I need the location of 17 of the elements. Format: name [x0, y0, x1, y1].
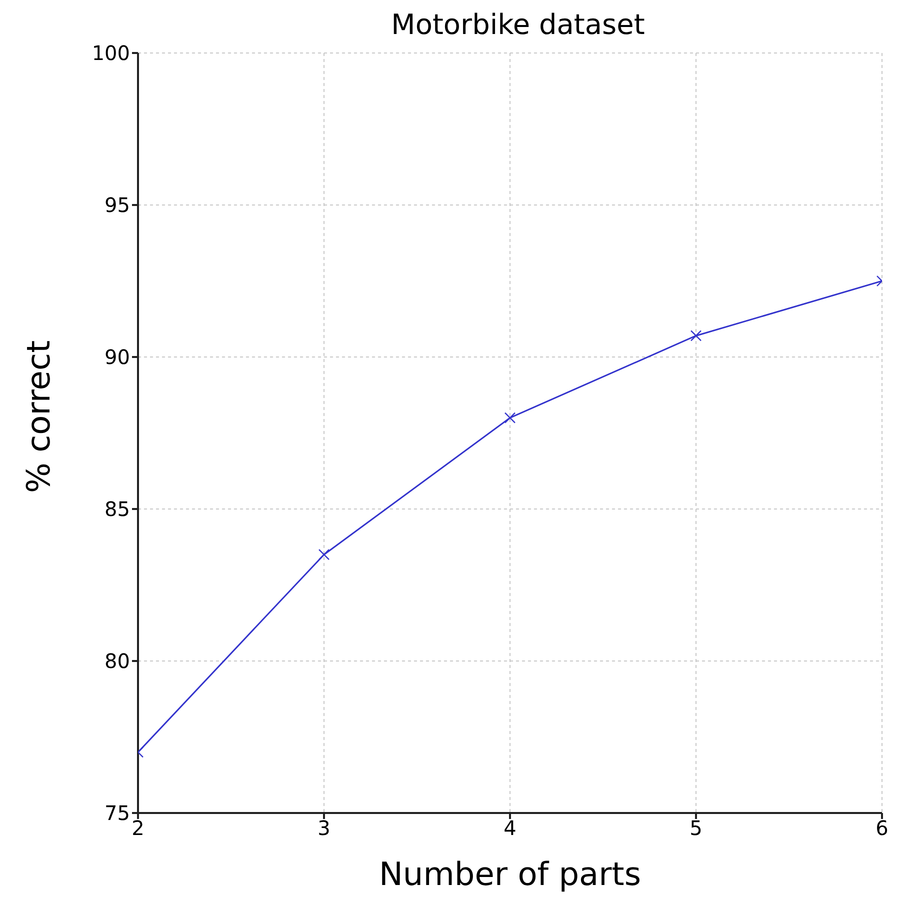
x-tick-label: 3: [318, 816, 330, 840]
point: [690, 330, 702, 342]
y-axis-title: % correct: [19, 340, 58, 493]
point: [504, 412, 516, 424]
y-tick-label: 75: [104, 801, 130, 826]
y-tick-label: 85: [104, 497, 130, 522]
y-tick-label: 80: [104, 649, 130, 674]
point: [318, 549, 330, 560]
y-tick-label: 95: [104, 193, 130, 218]
x-tick-label: 6: [876, 816, 888, 840]
y-tick-label: 90: [104, 345, 130, 370]
x-tick-label: 5: [690, 816, 702, 840]
chart-title: Motorbike dataset: [390, 8, 646, 41]
x-tick-label: 2: [132, 816, 144, 840]
y-tick-label: 100: [92, 41, 130, 66]
x-tick-label: 4: [504, 816, 516, 840]
x-axis-title: Number of parts: [378, 855, 642, 893]
